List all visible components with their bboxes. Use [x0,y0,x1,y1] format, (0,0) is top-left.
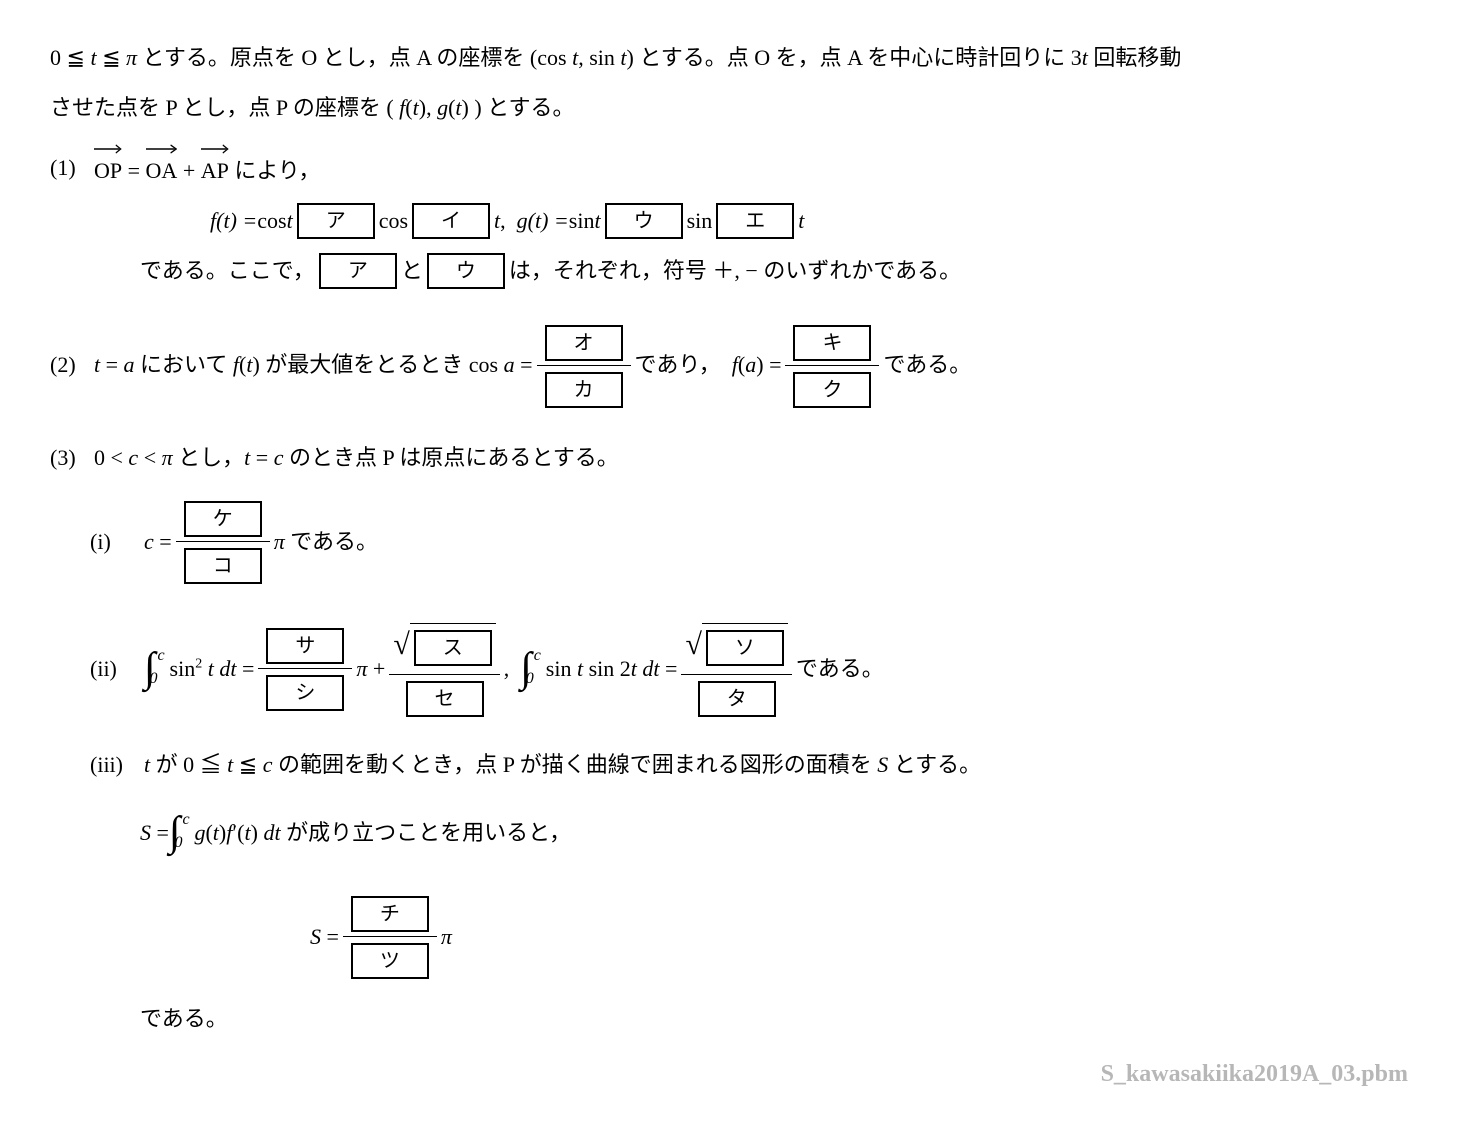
answer-box-se: セ [406,681,484,717]
part-1-equation: f (t) = cos t ア cos イ t , g(t) = sin t ウ… [50,201,1414,241]
text: は，それぞれ，符号 ＋, − のいずれかである。 [509,251,961,291]
text: π [441,917,452,957]
part-2: (2) t = a において f(t) が最大値をとるとき cos a = オ … [50,317,1414,414]
answer-box-u-ref: ウ [427,253,505,289]
label-2: (2) [50,345,94,385]
text: 0 ≦ t ≦ π とする。原点を O とし，点 A の座標を (cos t, … [50,38,1181,78]
fraction-sa-shi: サ シ [258,622,352,715]
part-3-ii: (ii) ∫ c0 sin2 t dt = サ シ π + √ス セ , ∫ c… [50,614,1414,723]
text: である。 [140,999,228,1039]
label-3i: (i) [90,522,144,562]
label-3iii: (iii) [90,745,144,785]
intro-line-2: させた点を P とし，点 P の座標を ( f(t), g(t) ) とする。 [50,88,1414,128]
part-3-iii-tail: である。 [50,999,1414,1039]
fraction-f-a: キ ク [785,319,879,412]
text: である。ここで， [140,251,315,291]
part-3-iii-line2: S = ∫ c0 g(t)f′(t) dt が成り立つことを用いると， [50,795,1414,871]
text: sin t sin 2t dt = [546,649,678,689]
answer-box-ku: ク [793,372,871,408]
intro-line-1: 0 ≦ t ≦ π とする。原点を O とし，点 A の座標を (cos t, … [50,38,1414,78]
part-3-iii-line1: (iii) t が 0 ≦ t ≦ c の範囲を動くとき，点 P が描く曲線で囲… [50,745,1414,785]
answer-box-ki: キ [793,325,871,361]
text: g(t)f′(t) dt が成り立つことを用いると， [194,813,571,853]
part-3-iii-result: S = チ ツ π [50,888,1414,985]
label-3ii: (ii) [90,649,144,689]
text: c = [144,522,172,562]
answer-box-tsu: ツ [351,943,429,979]
fraction-chi-tsu: チ ツ [343,890,437,983]
answer-box-a-ref: ア [319,253,397,289]
text: sin [687,201,713,241]
text: t [798,201,804,241]
integral-limits: c0 [156,646,170,692]
part-1-note: である。ここで， ア と ウ は，それぞれ，符号 ＋, − のいずれかである。 [50,251,1414,291]
text: t [287,201,293,241]
answer-box-so: ソ [706,630,784,666]
text: cos [257,201,286,241]
part-1-header: (1) OP = OA + AP により， [50,145,1414,191]
answer-box-o: オ [545,325,623,361]
answer-box-i: イ [412,203,490,239]
answer-box-ke: ケ [184,501,262,537]
answer-box-e: エ [716,203,794,239]
fraction-su-se: √ス セ [389,616,499,721]
part-3-i: (i) c = ケ コ π である。 [50,493,1414,590]
answer-box-ko: コ [184,548,262,584]
watermark: S_kawasakiika2019A_03.pbm [1101,1053,1408,1096]
page: 0 ≦ t ≦ π とする。原点を O とし，点 A の座標を (cos t, … [0,0,1464,1136]
answer-box-shi: シ [266,675,344,711]
answer-box-a: ア [297,203,375,239]
integral-limits: c0 [532,646,546,692]
vector-eq: OP = OA + AP により， [94,145,320,191]
text: 0 < c < π とし，t = c のとき点 P は原点にあるとする。 [94,438,619,478]
text: cos [379,201,408,241]
text: である。 [796,649,884,689]
fraction-cos-a: オ カ [537,319,631,412]
answer-box-u: ウ [605,203,683,239]
answer-box-sa: サ [266,628,344,664]
text: させた点を P とし，点 P の座標を ( f(t), g(t) ) とする。 [50,88,575,128]
answer-box-su: ス [414,630,492,666]
text: (t) = [528,201,569,241]
text: t = a において f(t) が最大値をとるとき cos a = [94,345,533,385]
integral-limits: c0 [180,810,194,856]
text: π + [356,649,385,689]
text: π である。 [274,522,378,562]
text: t が 0 ≦ t ≦ c の範囲を動くとき，点 P が描く曲線で囲まれる図形の… [144,745,981,785]
text: sin2 t dt = [170,649,255,689]
part-3-header: (3) 0 < c < π とし，t = c のとき点 P は原点にあるとする。 [50,438,1414,478]
label-3: (3) [50,438,94,478]
text: S = [140,813,169,853]
fraction-c: ケ コ [176,495,270,588]
text: sin [569,201,595,241]
text: である。 [883,345,971,385]
text: (t) = [216,201,257,241]
text: であり， f(a) = [635,345,782,385]
answer-box-ka: カ [545,372,623,408]
text: g [517,201,528,241]
label-1: (1) [50,148,94,188]
answer-box-ta: タ [698,681,776,717]
answer-box-chi: チ [351,896,429,932]
text: , [500,201,517,241]
text: t [594,201,600,241]
text: , [504,649,521,689]
fraction-so-ta: √ソ タ [681,616,791,721]
text: と [401,251,423,291]
text: S = [310,917,339,957]
